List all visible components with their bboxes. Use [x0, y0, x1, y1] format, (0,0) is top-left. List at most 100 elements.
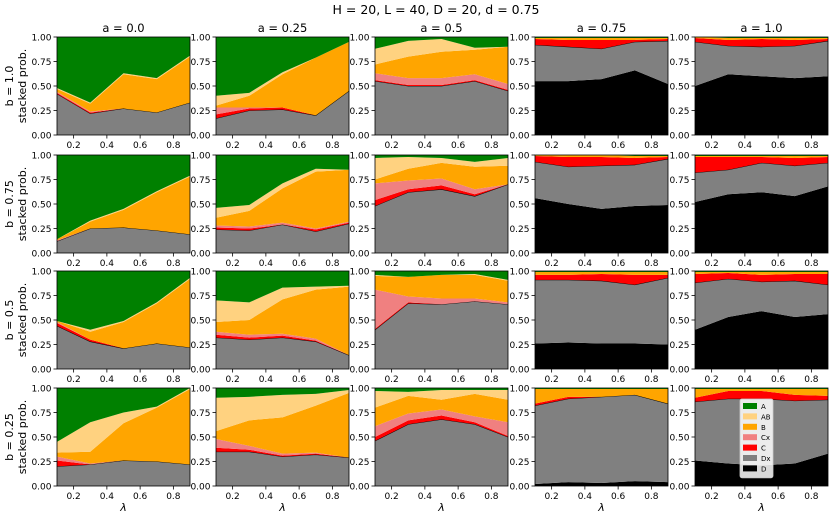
- column-title: a = 1.0: [740, 21, 782, 35]
- legend-swatch-b: [743, 423, 757, 430]
- y-tick-label: 0.50: [31, 317, 51, 327]
- y-tick-label: 0.75: [190, 176, 210, 186]
- area-a-r3-c0: [57, 388, 190, 442]
- x-tick-label: 0.8: [166, 141, 181, 151]
- x-tick-label: 0.2: [544, 259, 558, 269]
- area-dx-r0-c3: [535, 40, 668, 85]
- x-tick-label: 0.8: [484, 259, 499, 269]
- legend-swatch-c: [743, 444, 757, 451]
- x-tick-label: 0.4: [738, 375, 753, 385]
- x-tick-label: 0.6: [771, 375, 786, 385]
- column-title: a = 0.0: [102, 21, 144, 35]
- y-tick-label: 0.00: [31, 250, 51, 260]
- y-tick-label: 0.50: [31, 83, 51, 93]
- area-b-r0-c2: [375, 46, 508, 85]
- area-ab-r0-c2: [375, 38, 508, 65]
- x-tick-label: 0.4: [738, 259, 753, 269]
- x-axis-label: λ: [757, 501, 765, 514]
- area-c-r1-c3: [535, 155, 668, 167]
- x-tick-label: 0.4: [578, 375, 593, 385]
- x-tick-label: 0.4: [578, 141, 593, 151]
- x-tick-label: 0.6: [771, 492, 786, 502]
- x-axis-label: λ: [437, 501, 445, 514]
- x-tick-label: 0.2: [225, 259, 239, 269]
- y-tick-label: 1.00: [509, 152, 529, 162]
- area-c-r3-c2: [375, 415, 508, 441]
- panel-r3-c1: 0.00 0.25 0.50 0.75 1.00 0.2 0.4 0.6 0.8 λ: [190, 385, 350, 514]
- area-cx-r3-c2: [375, 409, 508, 437]
- y-tick-label: 1.00: [190, 268, 210, 278]
- x-tick-label: 0.4: [259, 492, 274, 502]
- panel-grid: 0.00 0.25 0.50 0.75 1.00 0.2 0.4 0.6 0.8 a = 0.0 b…: [3, 21, 829, 514]
- area-ab-r3-c0: [57, 388, 190, 453]
- y-tick-label: 0.75: [349, 409, 369, 419]
- x-tick-label: 0.2: [544, 375, 558, 385]
- row-label: b = 0.5: [3, 300, 16, 341]
- y-tick-label: 0.25: [669, 341, 689, 351]
- y-tick-label: 1.00: [349, 385, 369, 395]
- y-tick-label: 0.75: [31, 409, 51, 419]
- area-ab-r1-c1: [216, 168, 349, 218]
- y-tick-label: 0.25: [190, 225, 210, 235]
- x-tick-label: 0.2: [66, 141, 80, 151]
- area-b-r1-c2: [375, 162, 508, 190]
- y-tick-label: 0.00: [509, 366, 529, 376]
- y-tick-label: 0.25: [349, 341, 369, 351]
- area-dx-r0-c1: [216, 90, 349, 135]
- area-cx-r2-c1: [216, 331, 349, 356]
- y-tick-label: 0.25: [669, 225, 689, 235]
- y-tick-label: 0.75: [31, 292, 51, 302]
- y-tick-label: 1.00: [669, 152, 689, 162]
- area-b-r2-c4: [695, 271, 828, 275]
- x-tick-label: 0.6: [611, 375, 626, 385]
- x-tick-label: 0.8: [166, 492, 181, 502]
- y-tick-label: 0.50: [349, 83, 369, 93]
- x-tick-label: 0.8: [325, 492, 340, 502]
- area-b-r2-c3: [535, 271, 668, 275]
- y-tick-label: 0.00: [31, 366, 51, 376]
- y-tick-label: 0.50: [509, 434, 529, 444]
- y-tick-label: 1.00: [349, 268, 369, 278]
- area-dx-r2-c2: [375, 301, 508, 369]
- area-c-r2-c4: [695, 272, 828, 285]
- y-tick-label: 0.75: [509, 292, 529, 302]
- y-tick-label: 0.75: [509, 58, 529, 68]
- y-tick-label: 0.25: [349, 107, 369, 117]
- area-a-r2-c2: [375, 271, 508, 280]
- x-tick-label: 0.6: [133, 141, 148, 151]
- area-c-r2-c3: [535, 273, 668, 285]
- x-tick-label: 0.6: [771, 141, 786, 151]
- x-tick-label: 0.6: [133, 492, 148, 502]
- x-tick-label: 0.4: [418, 259, 433, 269]
- y-tick-label: 0.75: [190, 292, 210, 302]
- x-tick-label: 0.2: [66, 492, 80, 502]
- area-c-r0-c4: [695, 37, 828, 47]
- y-tick-label: 1.00: [190, 34, 210, 44]
- y-tick-label: 1.00: [669, 34, 689, 44]
- row-label: b = 1.0: [3, 66, 16, 107]
- legend-swatch-cx: [743, 434, 757, 441]
- area-c-r1-c1: [216, 222, 349, 232]
- y-tick-label: 0.75: [349, 176, 369, 186]
- area-cx-r1-c1: [216, 221, 349, 230]
- y-tick-label: 0.75: [509, 176, 529, 186]
- row-label: b = 0.75: [3, 180, 16, 228]
- y-tick-label: 0.75: [669, 58, 689, 68]
- area-c-r3-c1: [216, 447, 349, 458]
- y-tick-label: 0.25: [669, 458, 689, 468]
- y-tick-label: 0.50: [349, 201, 369, 211]
- y-tick-label: 0.50: [31, 434, 51, 444]
- x-axis-label: λ: [278, 501, 286, 514]
- panel-r1-c2: 0.00 0.25 0.50 0.75 1.00 0.2 0.4 0.6 0.8: [349, 152, 509, 269]
- y-tick-label: 0.25: [349, 225, 369, 235]
- x-tick-label: 0.4: [418, 141, 433, 151]
- x-tick-label: 0.8: [644, 141, 659, 151]
- x-tick-label: 0.8: [325, 375, 340, 385]
- y-tick-label: 0.50: [509, 201, 529, 211]
- area-b-r1-c4: [695, 155, 828, 158]
- area-ab-r2-c1: [216, 285, 349, 322]
- x-tick-label: 0.4: [738, 141, 753, 151]
- legend-swatch-a: [743, 403, 757, 409]
- y-tick-label: 0.25: [669, 107, 689, 117]
